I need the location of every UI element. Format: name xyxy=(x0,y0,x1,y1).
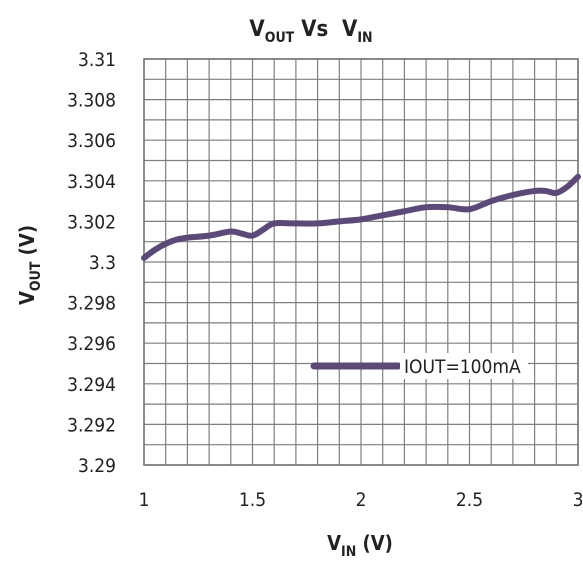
y-tick-label: 3.298 xyxy=(67,293,116,315)
y-tick-label: 3.304 xyxy=(67,171,116,193)
y-tick-label: 3.31 xyxy=(78,49,116,71)
x-tick-label: 1.5 xyxy=(239,489,266,511)
y-axis-ticks: 3.31 3.308 3.306 3.304 3.302 3.3 3.298 3.296 3.2… xyxy=(67,49,116,477)
y-tick-label: 3.306 xyxy=(67,130,116,152)
x-tick-label: 3 xyxy=(573,489,583,511)
chart-title: VOUT Vs VIN xyxy=(249,17,372,46)
x-axis-title: VIN (V) xyxy=(327,531,393,560)
legend: IOUT=100mA xyxy=(310,353,528,379)
x-tick-label: 1 xyxy=(139,489,150,511)
y-axis-title: VOUT (V) xyxy=(15,225,44,305)
series-layer xyxy=(141,173,581,261)
y-tick-label: 3.3 xyxy=(89,252,116,274)
y-tick-label: 3.294 xyxy=(67,374,116,396)
x-tick-label: 2.5 xyxy=(456,489,483,511)
grid xyxy=(143,58,579,466)
y-tick-label: 3.296 xyxy=(67,333,116,355)
y-tick-label: 3.302 xyxy=(67,211,116,233)
y-tick-label: 3.308 xyxy=(67,90,116,112)
legend-label: IOUT=100mA xyxy=(404,356,521,378)
y-tick-label: 3.29 xyxy=(78,455,116,477)
y-tick-label: 3.292 xyxy=(67,414,116,436)
plot-border xyxy=(143,58,579,466)
series-line xyxy=(141,173,581,261)
x-axis-ticks: 1 1.5 2 2.5 3 xyxy=(139,489,583,511)
legend-label-bg xyxy=(400,353,528,379)
x-tick-label: 2 xyxy=(356,489,367,511)
